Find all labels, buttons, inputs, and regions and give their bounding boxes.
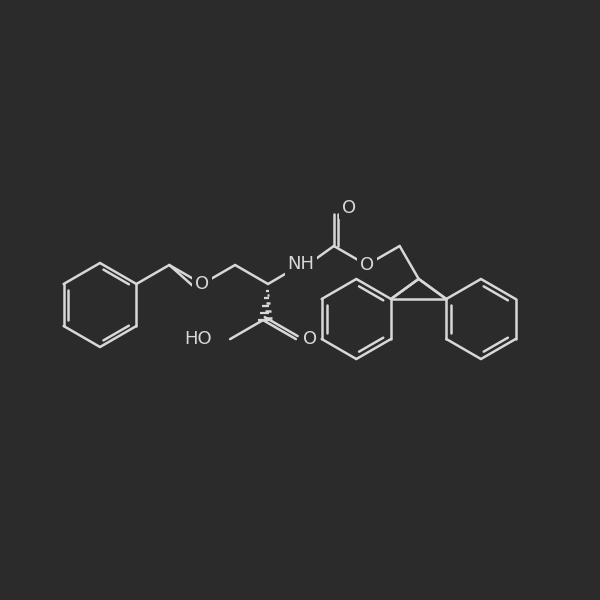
Text: O: O bbox=[302, 330, 315, 348]
Text: HO: HO bbox=[184, 330, 212, 348]
Text: O: O bbox=[195, 275, 209, 293]
Text: NH: NH bbox=[289, 256, 313, 274]
Text: NH: NH bbox=[287, 255, 314, 273]
Text: O: O bbox=[360, 256, 373, 274]
Text: O: O bbox=[303, 330, 317, 348]
Text: O: O bbox=[342, 199, 356, 217]
Text: HO: HO bbox=[188, 330, 214, 348]
Text: O: O bbox=[359, 256, 374, 274]
Text: O: O bbox=[196, 275, 209, 293]
Text: O: O bbox=[341, 200, 354, 218]
